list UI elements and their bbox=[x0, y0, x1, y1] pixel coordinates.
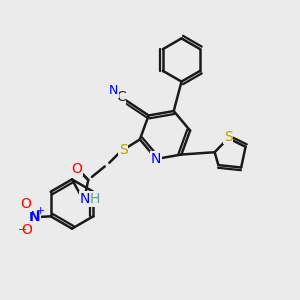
Text: O: O bbox=[71, 161, 82, 176]
Text: N: N bbox=[151, 152, 161, 166]
Text: O: O bbox=[21, 223, 32, 236]
Text: S: S bbox=[119, 143, 128, 157]
Text: H: H bbox=[90, 192, 101, 206]
Text: N: N bbox=[29, 210, 40, 224]
Text: O: O bbox=[20, 197, 31, 211]
Text: +: + bbox=[36, 206, 45, 217]
Text: C: C bbox=[116, 90, 126, 104]
Text: −: − bbox=[17, 224, 27, 235]
Text: N: N bbox=[80, 192, 91, 206]
Text: S: S bbox=[224, 130, 233, 144]
Text: N: N bbox=[109, 84, 118, 98]
